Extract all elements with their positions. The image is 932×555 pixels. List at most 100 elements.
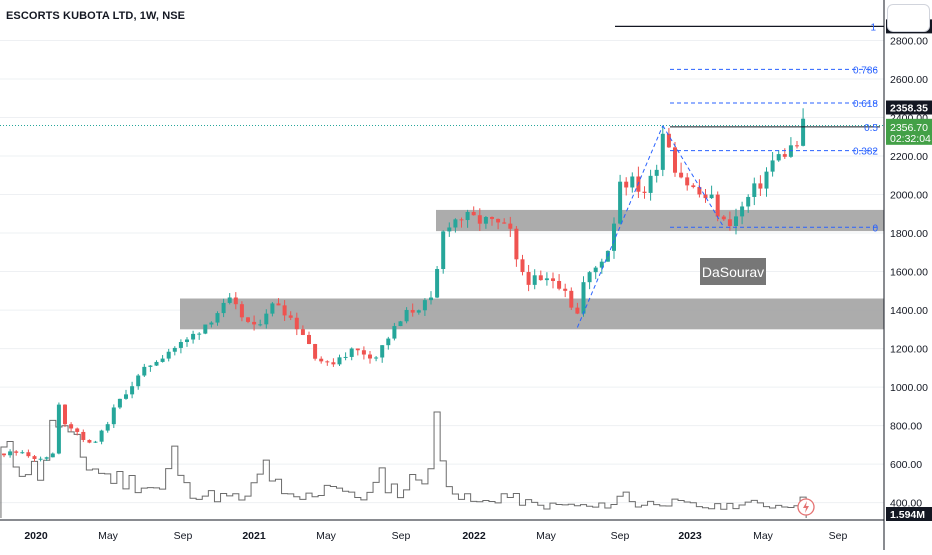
- candle-body: [551, 278, 555, 282]
- candle-body: [801, 118, 806, 146]
- candle-body: [56, 404, 61, 454]
- trend-line-1: [662, 125, 725, 228]
- candle-body: [654, 169, 659, 176]
- candle-body: [392, 326, 397, 339]
- candle-body: [447, 227, 452, 232]
- time-label: 2023: [678, 530, 702, 542]
- candle-body: [514, 228, 519, 260]
- candle-body: [734, 216, 738, 226]
- candle-body: [166, 351, 171, 359]
- candle-body: [20, 452, 25, 454]
- candle-body: [490, 217, 494, 219]
- candle-body: [630, 176, 635, 188]
- candle-body: [63, 404, 67, 425]
- candle-body: [87, 439, 92, 443]
- volume-series: [0, 411, 807, 518]
- price-tick-label: 1600.00: [890, 267, 928, 279]
- trend-line-0: [576, 125, 664, 328]
- candle-body: [307, 334, 311, 345]
- candle-body: [264, 313, 269, 325]
- candle-body: [136, 375, 141, 387]
- price-tick-label: 600.00: [890, 459, 922, 471]
- time-label: May: [753, 530, 774, 542]
- candle-body: [246, 317, 250, 322]
- candle-body: [465, 211, 470, 221]
- candle-body: [282, 305, 287, 316]
- candle-body: [740, 206, 745, 217]
- candle-body: [172, 347, 177, 352]
- candle-body: [2, 453, 6, 456]
- candle-body: [148, 365, 153, 367]
- candle-body: [32, 456, 37, 459]
- candle-body: [764, 171, 769, 189]
- candle-body: [368, 354, 372, 359]
- candle-body: [660, 133, 665, 170]
- time-label: 2022: [462, 530, 486, 542]
- fibonacci-retracement[interactable]: 1 0.786 0.618 0.5 0.382 0: [670, 22, 880, 234]
- candle-body: [770, 160, 775, 172]
- price-tick-label: 400.00: [890, 498, 922, 510]
- drawing-lines: [0, 25, 884, 328]
- tag-last-price: 2356.70: [890, 122, 928, 134]
- candle-body: [81, 431, 86, 440]
- candle-body: [191, 333, 196, 340]
- tag-high-bg: [886, 100, 932, 115]
- chart-settings-button[interactable]: [887, 4, 930, 32]
- candle-body: [14, 451, 19, 453]
- candle-body: [386, 338, 391, 346]
- candle-body: [691, 185, 696, 188]
- candle-body: [624, 181, 629, 188]
- candle-body: [673, 147, 677, 173]
- candle-body: [410, 309, 415, 313]
- candle-body: [502, 222, 507, 224]
- candle-body: [581, 282, 586, 314]
- candle-body: [355, 348, 360, 351]
- demand-zone-upper: [436, 209, 884, 232]
- candle-body: [746, 196, 751, 207]
- price-tick-label: 1200.00: [890, 344, 928, 356]
- candle-body: [758, 183, 763, 189]
- candle-body: [50, 453, 55, 458]
- candle-body: [416, 310, 421, 313]
- chart-overlays: DaSourav: [700, 258, 815, 516]
- time-label: 2021: [242, 530, 266, 542]
- candle-body: [483, 217, 488, 224]
- candle-body: [453, 219, 458, 228]
- candle-body: [380, 345, 385, 358]
- candle-body: [93, 441, 98, 443]
- watermark-text: DaSourav: [702, 264, 764, 280]
- fib-label-1: 1: [870, 22, 876, 33]
- candle-body: [441, 231, 446, 270]
- candle-body: [38, 458, 43, 460]
- candle-body: [26, 452, 31, 457]
- candle-body: [221, 302, 226, 314]
- candle-body: [313, 344, 318, 359]
- candle-body: [459, 219, 464, 221]
- candle-body: [398, 321, 403, 327]
- candle-body: [422, 300, 427, 311]
- candle-body: [429, 297, 433, 301]
- candle-body: [508, 223, 513, 229]
- candle-body: [294, 317, 299, 330]
- candle-body: [69, 424, 74, 429]
- fib-label-0: 0: [872, 223, 878, 234]
- fib-label-0.382: 0.382: [853, 147, 878, 158]
- price-axis[interactable]: 400.00 600.00 800.00 1000.00 1200.00 1400.00 1…: [883, 0, 928, 550]
- price-tick-label: 1400.00: [890, 305, 928, 317]
- candle-body: [795, 145, 799, 147]
- candle-body: [520, 259, 525, 273]
- candle-body: [532, 275, 537, 285]
- candle-body: [477, 215, 482, 224]
- candle-body: [526, 272, 531, 285]
- time-axis[interactable]: 2020 May Sep 2021 May Sep 2022 May Sep 2023 May Sep: [0, 519, 884, 542]
- fib-label-0.786: 0.786: [853, 65, 878, 76]
- candle-body: [343, 356, 348, 358]
- candle-body: [599, 261, 604, 268]
- time-label: May: [316, 530, 337, 542]
- time-label: May: [98, 530, 119, 542]
- candle-body: [782, 154, 787, 157]
- price-tick-label: 2000.00: [890, 190, 928, 202]
- candle-body: [209, 322, 214, 325]
